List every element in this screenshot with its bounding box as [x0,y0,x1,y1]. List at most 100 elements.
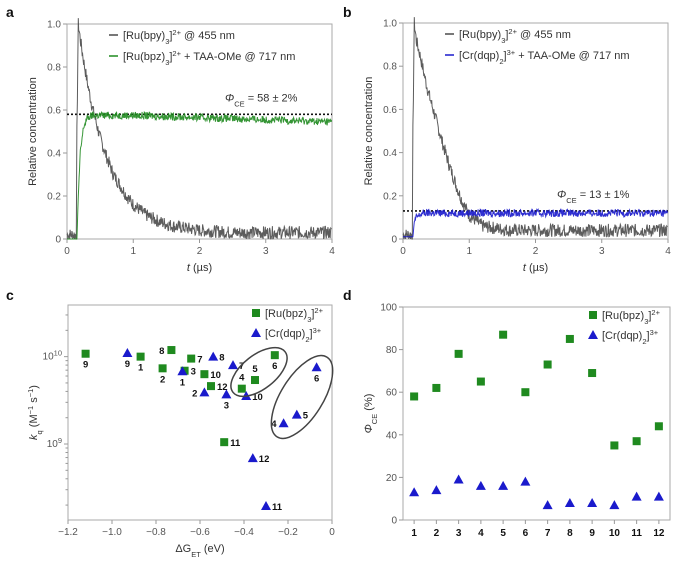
data-point-square [565,334,574,343]
x-tick-label: 8 [567,528,573,539]
highlight-ellipse-ru [230,346,288,398]
x-axis-label: t (µs) [187,262,212,274]
point-label: 4 [271,419,277,430]
point-label: 10 [252,392,263,403]
x-tick-label: −0.4 [234,527,254,538]
panel-b: 0 1 2 3 4 0 0.2 0.4 0.6 0.8 1.0 t (µs) Relative conc… [363,17,671,274]
data-point-triangle [587,497,598,507]
point-label: 7 [197,355,202,366]
data-point-square [632,437,641,446]
point-label: 9 [83,360,88,371]
legend-label: [Ru(bpy)3]2+ @ 455 nm [459,27,571,45]
data-point-square [200,370,209,379]
data-point-square [610,441,619,450]
point-label: 1 [138,363,144,374]
data-point-triangle [431,485,442,495]
data-point-square [499,330,508,339]
point-label: 12 [259,454,270,465]
legend-label: [Ru(bpy)3]2+ @ 455 nm [123,28,235,46]
y-tick-label: 0 [391,235,397,246]
point-label: 2 [192,388,197,399]
plot-frame [402,306,671,521]
data-point-triangle [409,487,420,497]
legend-marker-square [252,309,260,317]
data-point-square [237,384,246,393]
x-tick-label: 1 [411,528,417,539]
y-tick-label: 0.8 [383,62,397,73]
x-tick-label: 7 [545,528,551,539]
y-axis-label: Relative concentration [27,77,39,186]
x-tick-label: 0 [64,246,70,257]
legend-marker-triangle [588,330,598,339]
data-point-triangle [498,480,509,490]
x-tick-label: 3 [456,528,462,539]
data-point-triangle [122,348,133,358]
y-tick-label: 0.8 [47,63,61,74]
y-tick-label: 100 [380,303,397,314]
y-axis-label: ΦCE (%) [363,394,379,434]
x-tick-label: 2 [434,528,440,539]
data-point-triangle [475,480,486,490]
data-point-square [167,346,176,355]
data-point-triangle [564,497,575,507]
y-axis-label: Relative concentration [363,77,375,186]
data-point-triangle [631,491,642,501]
quantum-yield-annotation: ΦCE = 13 ± 1% [557,189,630,205]
data-point-square [187,354,196,363]
data-point-triangle [199,387,210,397]
y-tick-label: 20 [386,473,398,484]
data-point-triangle [311,362,322,372]
legend-marker-square [589,311,597,319]
y-tick-label: 1.0 [383,19,397,30]
x-tick-label: 10 [609,528,621,539]
x-tick-label: 11 [631,528,642,539]
data-point-triangle [542,500,553,510]
y-tick-label: 0.4 [383,148,397,159]
point-label: 11 [230,438,241,449]
x-tick-label: −0.2 [278,527,298,538]
data-point-square [136,352,145,361]
x-tick-label: 3 [599,246,605,257]
x-tick-label: −1.2 [58,527,78,538]
data-point-square [432,383,441,392]
x-axis-label: ΔGET (eV) [175,543,224,559]
legend-label: [Ru(bpz)3]2+ [602,308,661,326]
y-tick-label: 0.2 [47,192,61,203]
x-tick-label: 1 [466,246,472,257]
data-point-square [270,351,279,360]
panel-label-d: d [343,287,352,303]
data-point-square [454,349,463,358]
x-tick-label: −0.6 [190,527,210,538]
quantum-yield-annotation: ΦCE = 58 ± 2% [225,92,298,108]
point-label: 8 [219,353,224,364]
data-point-triangle [228,360,238,370]
point-label: 1 [180,377,186,388]
data-point-square [251,376,259,385]
x-tick-label: 0 [329,527,335,538]
highlight-ellipse-cr [270,354,334,440]
x-tick-label: 4 [665,246,671,257]
y-tick-label: 1010 [43,348,62,363]
point-label: 5 [303,411,309,422]
data-point-triangle [261,501,271,511]
x-tick-label: 2 [197,246,203,257]
point-label: 6 [272,361,277,372]
point-label: 8 [159,346,164,357]
y-axis-label: kq (M−1 s−1) [26,385,44,440]
panel-a: 0 1 2 3 4 0 0.2 0.4 0.6 0.8 1.0 t (µs) Relative conc… [27,18,335,274]
x-tick-label: 4 [478,528,484,539]
y-tick-label: 0 [391,516,397,527]
x-tick-label: 5 [500,528,506,539]
legend-label: [Cr(dqp)2]3+ + TAA-OMe @ 717 nm [459,48,630,66]
data-point-triangle [291,409,302,419]
trace-green [67,110,333,240]
data-point-square [207,382,215,391]
y-tick-label: 0.6 [47,106,61,117]
data-point-square [476,377,485,386]
y-tick-label: 60 [386,388,398,399]
legend-marker-triangle [251,328,261,337]
data-point-triangle [177,366,188,376]
x-axis-label: t (µs) [523,262,548,274]
